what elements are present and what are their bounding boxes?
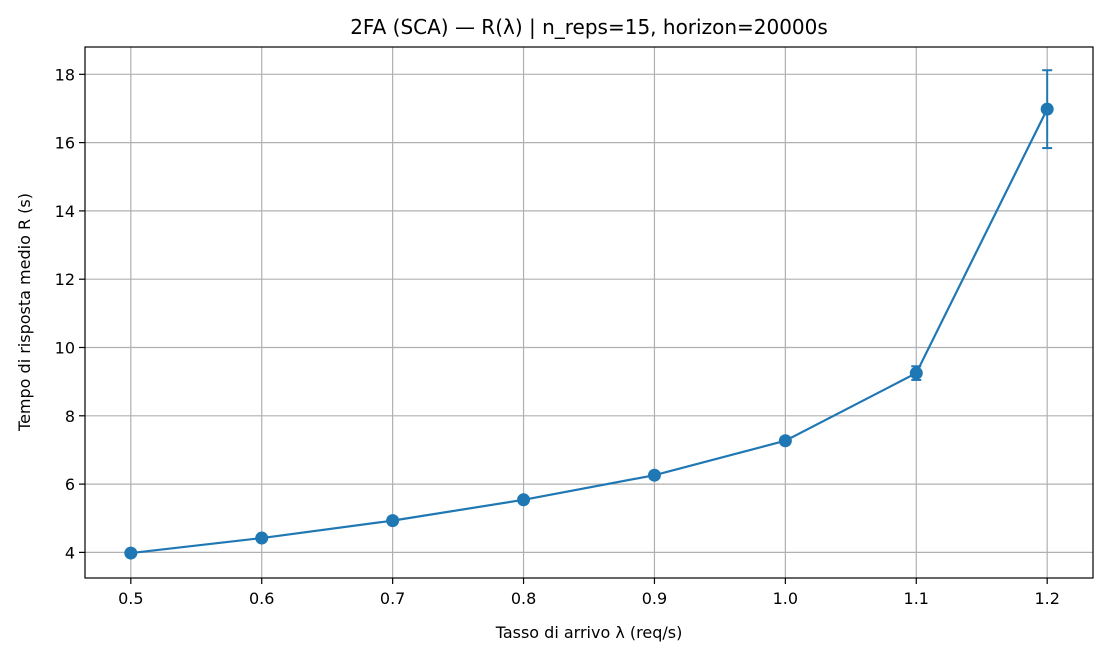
series-layer <box>124 69 1054 560</box>
y-axis-label: Tempo di risposta medio R (s) <box>15 193 34 432</box>
x-tick-label: 1.1 <box>904 589 929 608</box>
y-tick-label: 4 <box>65 543 75 562</box>
x-tick-label: 1.2 <box>1034 589 1059 608</box>
data-point <box>386 514 400 528</box>
data-point <box>124 546 138 560</box>
y-tick-label: 6 <box>65 475 75 494</box>
x-tick-label: 0.5 <box>118 589 143 608</box>
data-point <box>647 468 661 482</box>
series-line <box>130 108 1049 555</box>
plot-frame <box>84 46 1094 579</box>
y-tick-label: 18 <box>55 65 75 84</box>
y-tick-label: 12 <box>55 270 75 289</box>
data-point <box>778 434 792 448</box>
data-point <box>517 493 531 507</box>
y-axis: 4 6 8 10 12 14 16 18 <box>55 65 85 562</box>
data-point <box>1040 102 1054 116</box>
data-point <box>255 531 269 545</box>
y-tick-label: 8 <box>65 407 75 426</box>
x-tick-label: 0.7 <box>380 589 405 608</box>
x-axis-label: Tasso di arrivo λ (req/s) <box>495 623 683 642</box>
x-tick-label: 1.0 <box>773 589 798 608</box>
y-tick-label: 10 <box>55 339 75 358</box>
data-point <box>909 366 923 380</box>
grid <box>85 47 1093 578</box>
x-tick-label: 0.8 <box>511 589 536 608</box>
x-tick-label: 0.9 <box>642 589 667 608</box>
chart-title: 2FA (SCA) — R(λ) | n_reps=15, horizon=20… <box>350 15 828 39</box>
y-tick-label: 14 <box>55 202 75 221</box>
x-axis: 0.5 0.6 0.7 0.8 0.9 1.0 1.1 1.2 <box>118 578 1060 608</box>
x-tick-label: 0.6 <box>249 589 274 608</box>
y-tick-label: 16 <box>55 134 75 153</box>
